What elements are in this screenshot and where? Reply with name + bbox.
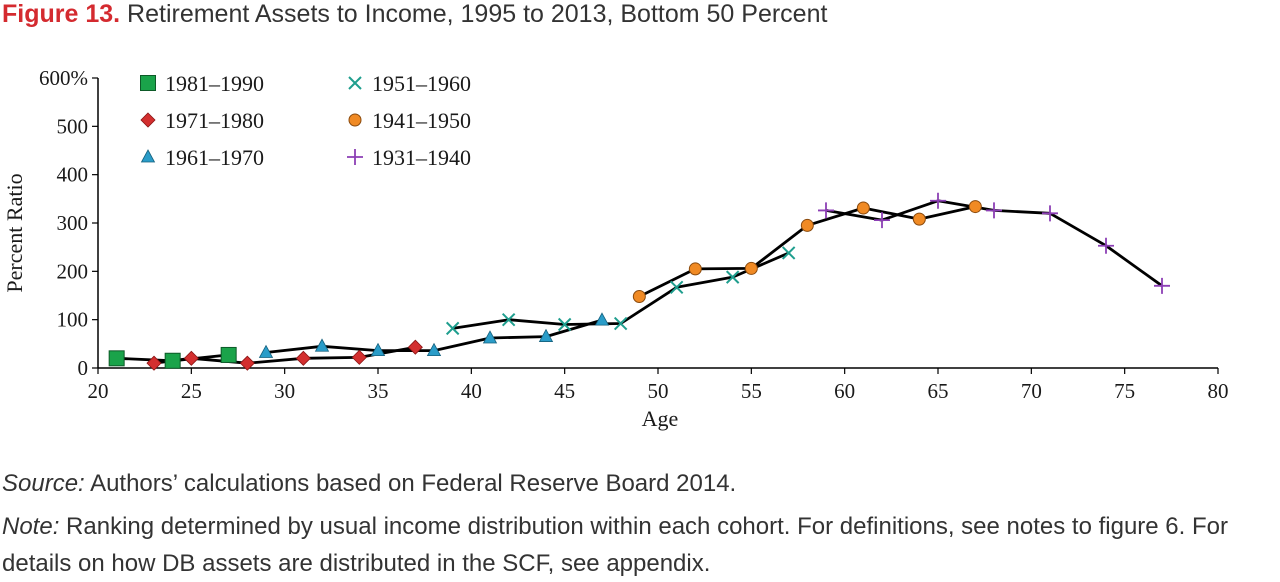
x-tick-label: 70 <box>1021 379 1042 403</box>
data-point <box>501 312 516 327</box>
data-point <box>688 262 702 276</box>
legend-label: 1931–1940 <box>372 145 471 170</box>
legend-label: 1951–1960 <box>372 71 471 96</box>
data-point <box>874 212 890 229</box>
data-point <box>146 355 162 371</box>
data-point <box>220 346 237 363</box>
figure-label: Figure 13. <box>2 0 121 28</box>
data-point <box>632 289 646 303</box>
data-point <box>725 270 740 284</box>
x-tick-label: 25 <box>181 379 202 403</box>
source-text: Authors’ calculations based on Federal R… <box>84 470 737 497</box>
data-point <box>108 350 125 367</box>
figure-title: Figure 13. Retirement Assets to Income, … <box>2 0 827 29</box>
y-tick-label: 600% <box>39 66 88 90</box>
data-point <box>912 212 926 226</box>
legend-marker <box>348 76 362 90</box>
data-point <box>538 328 554 342</box>
legend-label: 1941–1950 <box>372 108 471 133</box>
data-point <box>1042 205 1058 222</box>
data-point <box>968 200 982 214</box>
data-point <box>594 312 610 326</box>
note-label: Note: <box>2 513 60 540</box>
legend-marker <box>140 75 156 91</box>
x-tick-label: 40 <box>461 379 482 403</box>
x-tick-label: 60 <box>834 379 855 403</box>
y-tick-label: 100 <box>57 308 89 332</box>
y-tick-label: 300 <box>57 211 89 235</box>
data-point <box>164 352 181 369</box>
data-point <box>781 246 796 260</box>
legend-label: 1971–1980 <box>165 108 264 133</box>
x-tick-label: 65 <box>928 379 949 403</box>
data-point <box>426 342 442 357</box>
data-point <box>818 202 834 219</box>
data-point <box>351 349 367 365</box>
data-point <box>295 350 311 366</box>
data-point <box>239 355 255 371</box>
y-tick-label: 500 <box>57 114 89 138</box>
data-point <box>258 344 274 358</box>
data-point <box>856 201 870 215</box>
legend-label: 1981–1990 <box>165 71 264 96</box>
chart-note: Note: Ranking determined by usual income… <box>2 508 1280 582</box>
data-point <box>482 330 498 344</box>
x-tick-label: 20 <box>88 379 109 403</box>
x-axis-title: Age <box>642 406 679 431</box>
legend-label: 1961–1970 <box>165 145 264 170</box>
data-point <box>407 339 423 355</box>
y-tick-label: 200 <box>57 259 89 283</box>
data-point <box>1154 277 1170 294</box>
legend-marker <box>140 112 156 128</box>
x-tick-label: 35 <box>368 379 389 403</box>
x-tick-label: 55 <box>741 379 762 403</box>
source-note: Source: Authors’ calculations based on F… <box>2 470 736 498</box>
line-chart: 20 25 30 35 40 45 50 55 60 65 70 75 80 0 100 200 300 400 5… <box>2 66 1229 431</box>
data-point <box>370 342 386 357</box>
data-point <box>1098 237 1114 254</box>
x-tick-label: 80 <box>1208 379 1229 403</box>
source-label: Source: <box>2 470 85 497</box>
y-tick-label: 0 <box>78 356 89 380</box>
legend-marker <box>347 149 363 165</box>
data-point <box>445 321 460 336</box>
x-tick-label: 30 <box>274 379 295 403</box>
data-point <box>930 192 946 209</box>
series-line <box>452 251 790 330</box>
x-tick-label: 45 <box>554 379 575 403</box>
y-tick-label: 400 <box>57 163 89 187</box>
data-point <box>183 350 199 366</box>
data-point <box>557 317 572 332</box>
data-point <box>613 316 628 331</box>
data-point <box>744 261 758 275</box>
figure-title-text: Retirement Assets to Income, 1995 to 201… <box>127 0 828 28</box>
y-axis-title: Percent Ratio <box>2 173 27 292</box>
data-point <box>669 280 684 294</box>
x-tick-label: 75 <box>1114 379 1135 403</box>
x-tick-label: 50 <box>648 379 669 403</box>
note-text: Ranking determined by usual income distr… <box>2 513 1228 577</box>
legend-marker <box>348 113 362 127</box>
data-point <box>314 338 330 352</box>
data-point <box>986 202 1002 219</box>
legend-marker <box>140 149 156 163</box>
data-point <box>800 218 814 232</box>
